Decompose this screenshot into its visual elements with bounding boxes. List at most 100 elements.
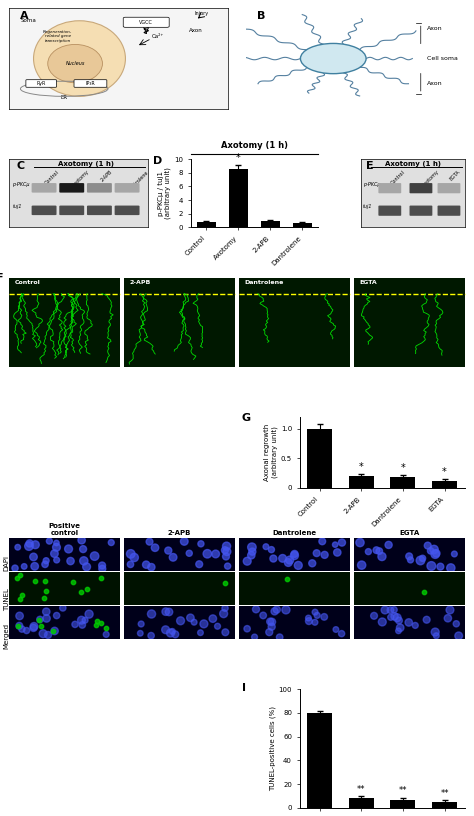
Bar (261, 221, 280, 228)
Point (51, 547, 58, 560)
Point (365, 545, 372, 558)
Y-axis label: DAPI: DAPI (4, 555, 9, 570)
Point (446, 603, 454, 616)
Point (39, 628, 47, 641)
Point (222, 550, 230, 563)
Text: F: F (0, 273, 4, 283)
Point (167, 627, 174, 640)
Point (30, 550, 37, 563)
Point (224, 560, 231, 573)
Text: Dantrolene: Dantrolene (245, 281, 284, 286)
FancyBboxPatch shape (32, 206, 56, 215)
Bar (391, 800, 415, 808)
Point (390, 603, 398, 616)
Point (283, 573, 291, 586)
Point (80, 554, 88, 567)
Title: Axotomy (1 h): Axotomy (1 h) (221, 141, 288, 150)
Point (358, 559, 365, 572)
Point (270, 552, 277, 565)
Point (13, 571, 21, 584)
Point (309, 557, 316, 570)
Ellipse shape (48, 44, 102, 82)
Text: EGTA: EGTA (360, 281, 377, 286)
Text: p-PKCμ: p-PKCμ (363, 182, 380, 187)
Bar (432, 481, 457, 488)
FancyBboxPatch shape (59, 206, 84, 215)
Point (38, 619, 46, 632)
Point (203, 548, 211, 561)
Y-axis label: Axonal regrowth
(arbitrary unit): Axonal regrowth (arbitrary unit) (264, 424, 278, 481)
Point (455, 629, 463, 642)
Point (130, 551, 138, 564)
Text: 2-APB: 2-APB (100, 170, 113, 183)
Point (165, 605, 173, 619)
Text: Axotomy (1 h): Axotomy (1 h) (384, 162, 441, 167)
Text: VGCC: VGCC (139, 20, 153, 24)
Text: C: C (17, 162, 25, 171)
Point (99, 562, 106, 575)
Text: IP₃R: IP₃R (85, 81, 95, 86)
Point (200, 618, 208, 631)
FancyBboxPatch shape (87, 206, 112, 215)
Bar (349, 798, 374, 808)
Point (313, 609, 321, 622)
Point (279, 552, 286, 565)
Y-axis label: TUNEL-positive cells (%): TUNEL-positive cells (%) (269, 706, 276, 791)
Point (53, 541, 60, 554)
Point (162, 605, 170, 619)
Y-axis label: p-PKCμ / tuj1
(arbitrary unit): p-PKCμ / tuj1 (arbitrary unit) (158, 167, 172, 220)
Point (30, 620, 38, 633)
Text: p-PKCμ: p-PKCμ (12, 182, 30, 187)
Text: Nucleus: Nucleus (65, 61, 85, 66)
Point (197, 537, 205, 550)
Point (428, 560, 435, 573)
Point (291, 549, 298, 562)
Point (181, 534, 188, 548)
Point (427, 544, 434, 557)
Point (331, 538, 339, 551)
Point (221, 543, 229, 557)
Point (36, 613, 44, 626)
Point (430, 543, 438, 556)
Point (391, 610, 398, 623)
Point (221, 576, 229, 589)
Point (98, 572, 105, 585)
Point (356, 536, 364, 549)
Point (147, 629, 155, 642)
Text: *: * (359, 462, 364, 472)
Bar (197, 222, 216, 228)
Text: RyR: RyR (36, 81, 46, 86)
Point (209, 612, 217, 625)
FancyBboxPatch shape (26, 80, 56, 87)
Text: A: A (20, 11, 29, 21)
FancyBboxPatch shape (87, 183, 112, 193)
Point (16, 610, 23, 623)
Point (187, 611, 194, 624)
Bar (349, 476, 374, 488)
Point (284, 556, 292, 569)
Point (411, 619, 419, 632)
Point (43, 612, 50, 625)
Point (146, 535, 153, 548)
Point (395, 624, 402, 637)
FancyBboxPatch shape (410, 206, 432, 215)
Text: *: * (442, 468, 447, 477)
Point (291, 548, 298, 561)
Text: Axotomy: Axotomy (72, 170, 91, 188)
Point (35, 614, 43, 627)
Bar (432, 802, 457, 808)
Point (14, 541, 21, 554)
Point (127, 548, 135, 561)
Point (142, 558, 150, 571)
Text: Axon: Axon (428, 82, 443, 86)
Point (223, 539, 230, 552)
Point (276, 631, 283, 644)
Point (191, 615, 198, 628)
Point (91, 550, 99, 563)
Text: Soma: Soma (20, 18, 36, 23)
Text: Injury: Injury (195, 11, 209, 16)
Point (14, 619, 21, 632)
Point (137, 618, 145, 631)
Point (32, 574, 39, 588)
Point (305, 614, 313, 628)
